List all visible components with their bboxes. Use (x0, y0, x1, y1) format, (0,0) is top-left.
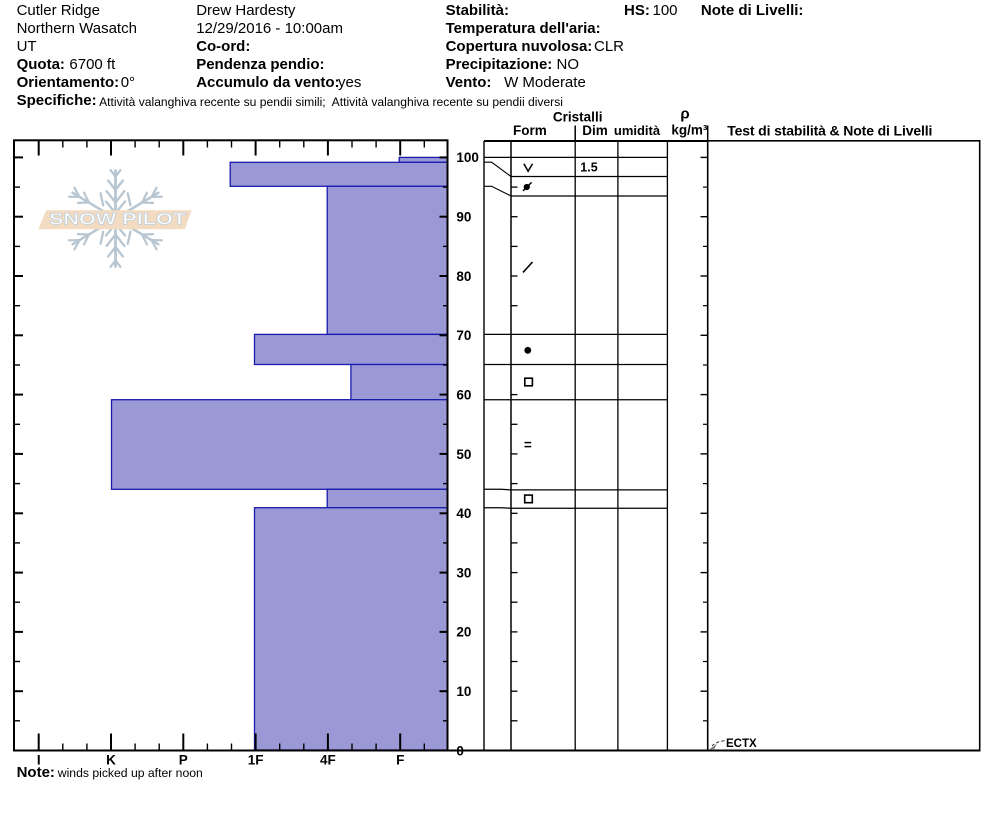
svg-text:60: 60 (456, 387, 471, 402)
svg-text:K: K (106, 753, 116, 768)
svg-text:80: 80 (456, 269, 471, 284)
svg-text:I: I (37, 753, 41, 768)
svg-text:P: P (179, 753, 188, 768)
svg-text:40: 40 (456, 506, 471, 521)
svg-text:4F: 4F (320, 753, 336, 768)
svg-text:umidità: umidità (614, 123, 661, 138)
svg-text:Form: Form (513, 123, 547, 138)
svg-text:Cristalli: Cristalli (553, 110, 603, 125)
svg-text:30: 30 (456, 565, 471, 580)
svg-text:kg/m³: kg/m³ (671, 123, 708, 138)
svg-text:90: 90 (456, 210, 471, 225)
svg-text:70: 70 (456, 328, 471, 343)
svg-text:0: 0 (456, 743, 464, 758)
svg-text:ρ: ρ (680, 106, 689, 123)
svg-text:ECTX: ECTX (726, 738, 757, 750)
svg-text:SNOW PILOT: SNOW PILOT (49, 211, 186, 229)
svg-text:1.5: 1.5 (580, 161, 597, 175)
svg-text:100: 100 (456, 150, 479, 165)
svg-text:1F: 1F (248, 753, 264, 768)
svg-text:10: 10 (456, 684, 471, 699)
svg-text:Dim: Dim (582, 123, 608, 138)
svg-text:50: 50 (456, 447, 471, 462)
svg-text:F: F (396, 753, 404, 768)
svg-text:20: 20 (456, 625, 471, 640)
svg-text:Test di stabilità & Note di Li: Test di stabilità & Note di Livelli (727, 123, 932, 139)
